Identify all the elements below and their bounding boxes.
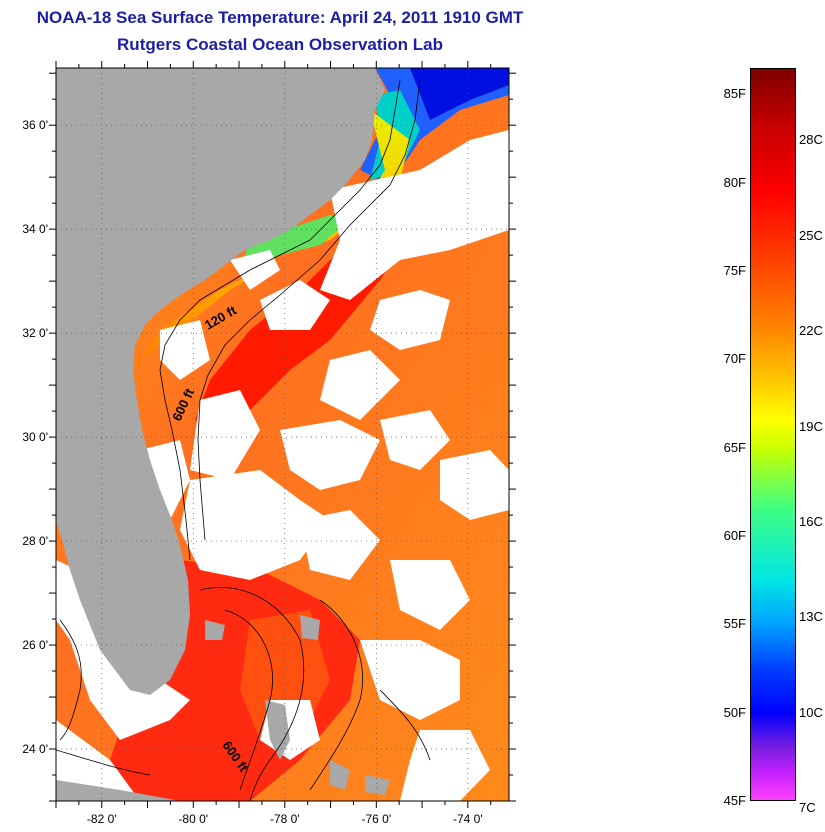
land-bahamas: [205, 615, 390, 795]
colorbar-f-label: 60F: [723, 528, 746, 544]
colorbar-c-label: 16C: [799, 513, 823, 529]
latitude-labels: 36 0' 34 0' 32 0' 30 0' 28 0' 26 0' 24 0': [22, 118, 48, 756]
longitude-labels: -82 0' -80 0' -78 0' -76 0' -74 0': [87, 812, 483, 826]
map-frame: [55, 67, 510, 802]
colorbar-c-label: 28C: [799, 132, 823, 148]
land-cuba: [56, 780, 180, 801]
colorbar-f-label: 70F: [723, 351, 746, 367]
colorbar-f-label: 50F: [723, 704, 746, 720]
lon-label: -80 0': [178, 812, 208, 826]
lon-label: -78 0': [270, 812, 300, 826]
map-title: NOAA-18 Sea Surface Temperature: April 2…: [36, 8, 524, 27]
graticule: [56, 68, 509, 801]
map-plot-area: [56, 68, 509, 801]
lat-label: 24 0': [22, 742, 48, 756]
colorbar-f-label: 75F: [723, 263, 746, 279]
colorbar-f-label: 80F: [723, 174, 746, 190]
lat-label: 34 0': [22, 222, 48, 236]
land-us-east-coast: [56, 68, 385, 695]
lat-label: 32 0': [22, 326, 48, 340]
colorbar-c-label: 22C: [799, 323, 823, 339]
colorbar-c-label: 7C: [799, 800, 816, 816]
map-subtitle: Rutgers Coastal Ocean Observation Lab: [117, 35, 443, 54]
temperature-colorbar: [750, 68, 796, 801]
colorbar-c-label: 13C: [799, 609, 823, 625]
colorbar-c-label: 25C: [799, 227, 823, 243]
axis-ticks: [49, 61, 516, 808]
colorbar-c-label: 19C: [799, 418, 823, 434]
colorbar-c-label: 10C: [799, 704, 823, 720]
lat-label: 26 0': [22, 638, 48, 652]
colorbar-f-label: 65F: [723, 439, 746, 455]
colorbar-f-label: 45F: [723, 793, 746, 808]
depth-contours: [56, 79, 431, 801]
lat-label: 30 0': [22, 430, 48, 444]
colorbar-f-label: 85F: [723, 86, 746, 102]
lat-label: 36 0': [22, 118, 48, 132]
lon-label: -82 0': [87, 812, 117, 826]
lon-label: -74 0': [453, 812, 483, 826]
colorbar-f-label: 55F: [723, 616, 746, 632]
lon-label: -76 0': [361, 812, 391, 826]
lat-label: 28 0': [22, 534, 48, 548]
